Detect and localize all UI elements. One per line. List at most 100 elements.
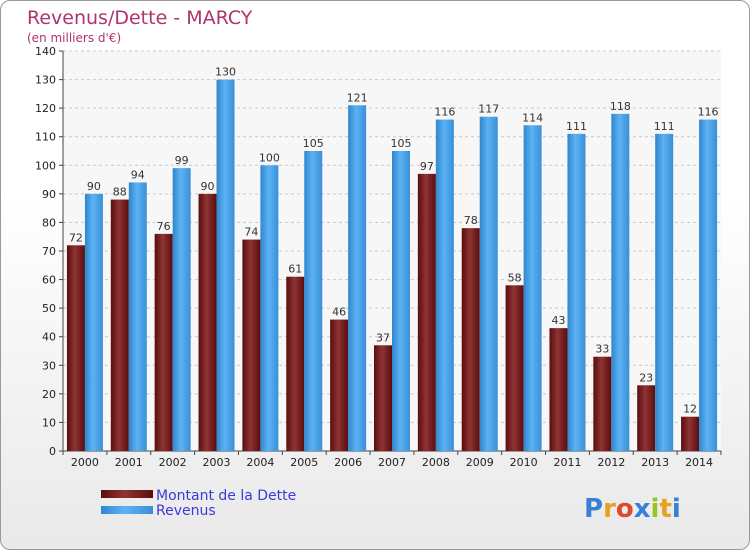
chart-title: Revenus/Dette - MARCY	[27, 7, 253, 29]
y-tick-label: 50	[42, 302, 56, 315]
y-tick-label: 80	[42, 216, 56, 229]
dette-bar	[66, 245, 85, 451]
revenus-bar	[128, 182, 147, 451]
legend: Montant de la Dette Revenus	[101, 488, 296, 519]
dette-value-label: 78	[464, 214, 478, 227]
dette-bar	[110, 199, 129, 451]
dette-bar	[330, 319, 349, 451]
revenus-value-label: 130	[215, 66, 236, 79]
dette-bar	[549, 328, 568, 451]
x-tick-label: 2008	[422, 456, 450, 469]
y-tick-label: 30	[42, 359, 56, 372]
revenus-bar	[304, 151, 323, 451]
dette-value-label: 37	[376, 331, 390, 344]
x-tick-label: 2002	[159, 456, 187, 469]
dette-value-label: 33	[595, 343, 609, 356]
revenus-value-label: 111	[654, 120, 675, 133]
dette-bar	[242, 239, 261, 451]
revenus-bar	[172, 168, 191, 451]
dette-value-label: 90	[201, 180, 215, 193]
x-tick-label: 2006	[334, 456, 362, 469]
legend-label-revenus: Revenus	[156, 503, 216, 519]
proxiti-logo: Proxiti	[584, 494, 681, 524]
revenus-bar	[611, 113, 630, 451]
dette-value-label: 12	[683, 403, 697, 416]
dette-value-label: 97	[420, 160, 434, 173]
x-tick-label: 2001	[115, 456, 143, 469]
dette-bar	[681, 416, 700, 451]
revenus-bar	[523, 125, 542, 452]
y-tick-label: 120	[35, 102, 56, 115]
dette-bar	[154, 233, 173, 451]
dette-value-label: 43	[551, 314, 565, 327]
x-tick-label: 2010	[510, 456, 538, 469]
revenus-value-label: 99	[175, 154, 189, 167]
revenus-value-label: 116	[698, 106, 719, 119]
bars	[66, 79, 718, 452]
dette-value-label: 58	[508, 271, 522, 284]
revenus-value-label: 100	[259, 151, 280, 164]
revenus-bar	[84, 193, 103, 451]
revenus-bar	[260, 165, 279, 452]
revenus-value-label: 111	[566, 120, 587, 133]
dette-bar	[505, 285, 524, 451]
revenus-value-label: 116	[434, 106, 455, 119]
y-tick-label: 0	[49, 445, 56, 458]
dette-value-label: 76	[157, 220, 171, 233]
revenus-value-label: 105	[303, 137, 324, 150]
revenus-value-label: 94	[131, 168, 145, 181]
revenus-bar	[435, 119, 454, 452]
chart-subtitle: (en milliers d'€)	[27, 31, 121, 45]
revenus-value-label: 121	[347, 91, 368, 104]
y-tick-label: 90	[42, 188, 56, 201]
y-tick-label: 140	[35, 45, 56, 58]
x-tick-label: 2014	[685, 456, 713, 469]
revenus-value-label: 90	[87, 180, 101, 193]
revenus-bar	[392, 151, 410, 451]
x-tick-label: 2012	[597, 456, 625, 469]
x-tick-label: 2000	[71, 456, 99, 469]
revenus-value-label: 118	[610, 100, 631, 113]
y-tick-label: 20	[42, 388, 56, 401]
y-tick-label: 10	[42, 416, 56, 429]
revenus-bar	[216, 79, 235, 452]
legend-label-dette: Montant de la Dette	[156, 488, 296, 504]
revenus-bar	[655, 133, 674, 451]
y-tick-label: 70	[42, 245, 56, 258]
data-labels: 72 90 88 94 76 99 90 130 74 100 61 105 46 121 37 105 97 1…	[69, 66, 719, 416]
dette-bar	[461, 228, 480, 451]
revenus-bar	[699, 119, 718, 452]
x-tick-label: 2007	[378, 456, 406, 469]
dette-value-label: 74	[244, 226, 258, 239]
y-tick-label: 110	[35, 131, 56, 144]
revenus-value-label: 114	[522, 111, 543, 124]
revenus-bar	[479, 116, 498, 451]
dette-value-label: 23	[639, 371, 653, 384]
dette-bar	[417, 173, 436, 451]
x-tick-label: 2005	[290, 456, 318, 469]
x-tick-label: 2009	[466, 456, 494, 469]
dette-value-label: 61	[288, 263, 302, 276]
legend-swatch-revenus	[101, 506, 153, 514]
axes: 0 10 20 30 40 50 60 70 80 90 100 110 120 130 140 2000 20…	[35, 45, 722, 469]
x-tick-label: 2004	[246, 456, 274, 469]
dette-value-label: 72	[69, 231, 83, 244]
dette-bar	[637, 385, 656, 451]
y-tick-label: 130	[35, 74, 56, 87]
x-tick-label: 2003	[203, 456, 231, 469]
dette-bar	[198, 193, 217, 451]
dette-value-label: 88	[113, 186, 127, 199]
revenus-bar	[567, 133, 586, 451]
revenus-bar	[348, 105, 367, 452]
dette-bar	[593, 356, 612, 451]
revenus-value-label: 105	[391, 137, 412, 150]
dette-bar	[374, 345, 392, 451]
y-tick-label: 60	[42, 274, 56, 287]
y-tick-label: 40	[42, 331, 56, 344]
revenus-value-label: 117	[478, 103, 499, 116]
x-tick-label: 2013	[641, 456, 669, 469]
dette-value-label: 46	[332, 306, 346, 319]
legend-swatch-dette	[101, 490, 153, 498]
